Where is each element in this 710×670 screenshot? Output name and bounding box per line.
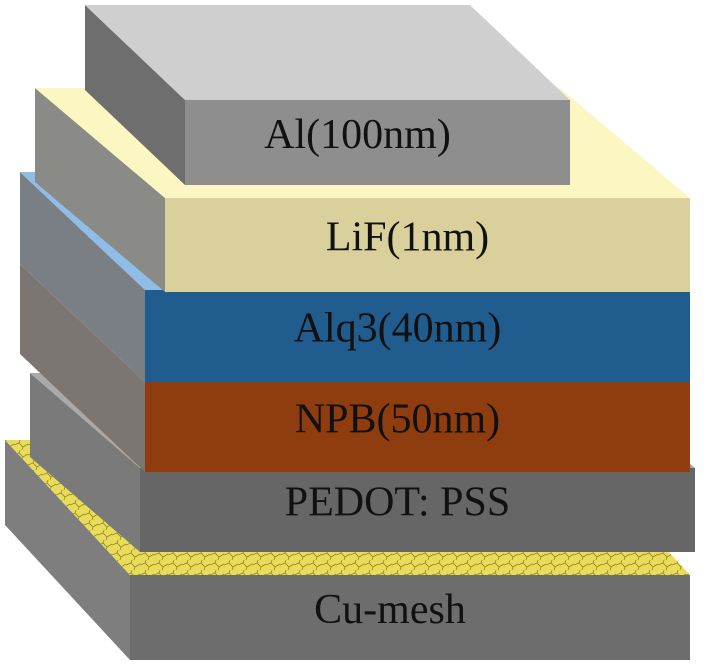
layer-side (85, 5, 185, 185)
layer-label: LiF(1nm) (326, 215, 489, 261)
layer-side (35, 88, 165, 292)
layer-label: Alq3(40nm) (294, 306, 502, 352)
layer-side (30, 373, 140, 552)
layer-front (145, 290, 690, 382)
layer-label: Cu-mesh (314, 587, 466, 633)
layer-top (85, 5, 570, 100)
layer-side (20, 172, 145, 382)
layer-front (140, 468, 695, 552)
layer-front (145, 382, 690, 472)
layer-side (20, 264, 145, 472)
layer-front (185, 100, 570, 185)
layer-front (130, 575, 690, 660)
layer-label: Al(100nm) (264, 112, 451, 158)
layer-side (5, 440, 130, 660)
layer-front (165, 198, 690, 292)
layer-label: NPB(50nm) (295, 397, 500, 443)
layer-label: PEDOT: PSS (285, 480, 510, 526)
